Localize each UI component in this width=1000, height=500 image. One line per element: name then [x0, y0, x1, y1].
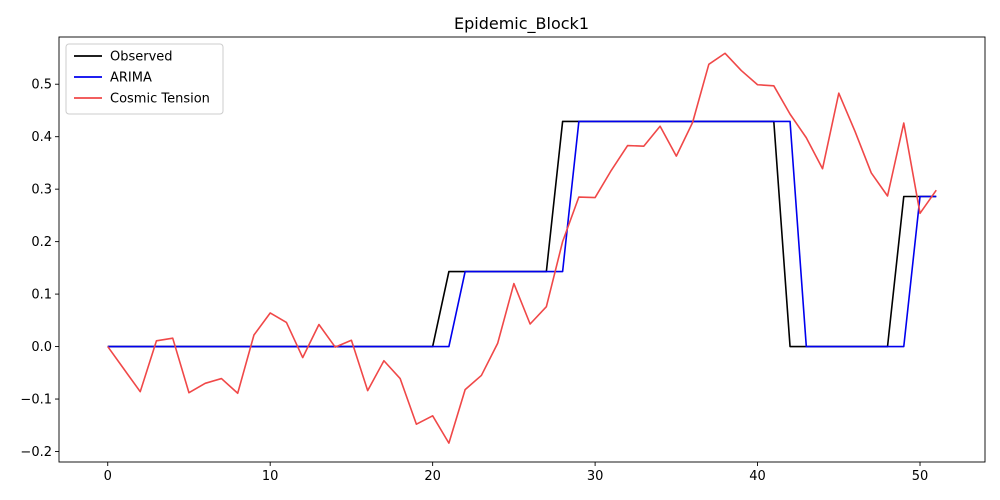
legend: Observed ARIMA Cosmic Tension [65, 43, 224, 115]
y-tick-label: 0.5 [31, 78, 52, 93]
x-tick-label: 50 [912, 469, 929, 484]
y-tick-label: −0.2 [20, 445, 52, 460]
x-tick-label: 20 [424, 469, 441, 484]
legend-entry-label: Observed [110, 50, 173, 65]
legend-box [65, 43, 224, 115]
y-tick-label: 0.4 [31, 130, 52, 145]
plot-frame [58, 36, 986, 463]
chart-title: Epidemic_Block1 [454, 14, 589, 34]
y-tick-label: 0.1 [31, 288, 52, 303]
series-line-cosmic-tension [107, 52, 937, 444]
x-tick-label: 0 [104, 469, 112, 484]
legend-entry-label: ARIMA [110, 71, 152, 86]
series-line-observed [107, 120, 937, 348]
legend-entry-label: Cosmic Tension [110, 92, 210, 107]
y-tick-label: 0.0 [31, 340, 52, 355]
series-line-arima [107, 120, 937, 348]
axes: 0 10 20 30 40 50 −0.2 −0.1 0.0 0.1 0.2 0.3 0.4 0.5 [20, 36, 986, 484]
y-tick-label: −0.1 [20, 393, 52, 408]
y-tick-label: 0.3 [31, 183, 52, 198]
x-tick-label: 40 [749, 469, 766, 484]
x-tick-label: 10 [262, 469, 279, 484]
y-tick-label: 0.2 [31, 235, 52, 250]
x-tick-label: 30 [587, 469, 604, 484]
